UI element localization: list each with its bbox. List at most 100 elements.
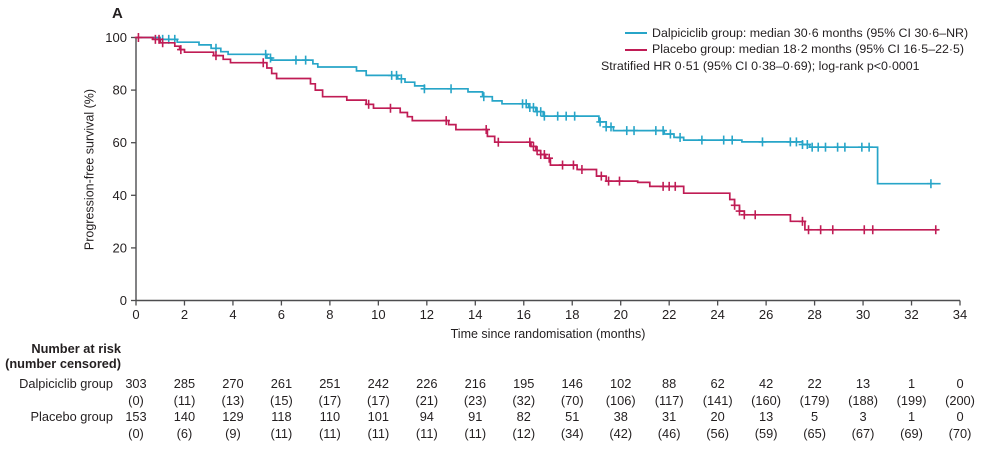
risk-censored-cell: (34) xyxy=(560,425,584,441)
risk-censored-cell: (179) xyxy=(799,392,830,408)
y-tick-label: 100 xyxy=(105,30,127,45)
risk-censored-cell: (59) xyxy=(754,425,778,441)
x-tick-label: 24 xyxy=(710,307,724,322)
legend: Dalpiciclib group: median 30·6 months (9… xyxy=(601,25,968,74)
stratified-hr-note: Stratified HR 0·51 (95% CI 0·38–0·69); l… xyxy=(601,58,920,73)
risk-count-cell: 91 xyxy=(468,409,483,424)
x-axis-title: Time since randomisation (months) xyxy=(450,327,646,341)
x-tick-label: 6 xyxy=(278,307,285,322)
legend-label-placebo: Placebo group: median 18·2 months (95% C… xyxy=(652,42,965,57)
risk-censored-cell: (15) xyxy=(270,392,293,408)
x-tick-label: 34 xyxy=(953,307,967,322)
censor-marks-placebo-group xyxy=(134,33,940,235)
risk-count-cell: 0 xyxy=(956,376,964,391)
risk-count-cell: 242 xyxy=(367,376,390,391)
risk-censored-cell: (200) xyxy=(945,392,975,408)
risk-censored-cell: (141) xyxy=(702,392,733,408)
survival-curve-dalpiciclib-group xyxy=(136,36,941,185)
x-tick-label: 26 xyxy=(759,307,773,322)
x-tick-label: 0 xyxy=(132,307,139,322)
x-tick-label: 8 xyxy=(326,307,333,322)
risk-row-label: Dalpiciclib group xyxy=(19,376,113,391)
risk-count-cell: 51 xyxy=(565,409,580,424)
panel-label: A xyxy=(112,5,123,22)
risk-count-cell: 216 xyxy=(464,376,486,391)
risk-censored-cell: (42) xyxy=(609,425,633,441)
risk-count-cell: 31 xyxy=(662,409,677,424)
risk-count-cell: 303 xyxy=(125,376,147,391)
risk-censored-cell: (11) xyxy=(173,392,196,408)
survival-curve-placebo-group xyxy=(136,36,939,231)
risk-censored-cell: (9) xyxy=(225,425,241,441)
risk-censored-cell: (56) xyxy=(706,425,730,441)
risk-count-cell: 261 xyxy=(270,376,293,391)
x-tick-label: 18 xyxy=(565,307,579,322)
risk-count-cell: 20 xyxy=(710,409,725,424)
x-tick-label: 16 xyxy=(517,307,531,322)
risk-count-cell: 140 xyxy=(173,409,196,424)
risk-count-cell: 88 xyxy=(662,376,677,391)
y-axis-title: Progression-free survival (%) xyxy=(82,88,97,251)
x-tick-label: 28 xyxy=(807,307,821,322)
risk-censored-cell: (70) xyxy=(948,425,972,441)
risk-count-cell: 251 xyxy=(319,376,341,391)
risk-censored-cell: (199) xyxy=(896,392,927,408)
risk-count-cell: 129 xyxy=(222,409,244,424)
risk-count-cell: 146 xyxy=(561,376,583,391)
risk-censored-cell: (32) xyxy=(512,392,536,408)
risk-censored-cell: (17) xyxy=(366,392,390,408)
risk-count-cell: 94 xyxy=(419,409,434,424)
risk-censored-cell: (0) xyxy=(128,392,144,408)
risk-censored-cell: (188) xyxy=(848,392,878,408)
legend-item-dalpiciclib: Dalpiciclib group: median 30·6 months (9… xyxy=(625,25,968,41)
risk-censored-cell: (12) xyxy=(512,425,536,441)
legend-item-placebo: Placebo group: median 18·2 months (95% C… xyxy=(625,41,968,57)
risk-count-cell: 110 xyxy=(319,409,341,424)
risk-count-cell: 101 xyxy=(367,409,390,424)
risk-censored-cell: (11) xyxy=(415,425,438,441)
y-tick-label: 80 xyxy=(113,83,127,98)
legend-label-dalpiciclib: Dalpiciclib group: median 30·6 months (9… xyxy=(652,26,969,40)
censor-marks-dalpiciclib-group xyxy=(158,34,935,189)
risk-censored-cell: (117) xyxy=(654,392,684,408)
risk-count-cell: 226 xyxy=(416,376,438,391)
risk-censored-cell: (160) xyxy=(751,392,782,408)
risk-censored-cell: (70) xyxy=(560,392,584,408)
x-tick-label: 4 xyxy=(229,307,236,322)
x-tick-label: 14 xyxy=(468,307,482,322)
y-tick-label: 40 xyxy=(113,188,127,203)
risk-count-cell: 38 xyxy=(613,409,628,424)
risk-censored-cell: (21) xyxy=(415,392,439,408)
y-tick-label: 60 xyxy=(113,135,127,150)
risk-count-cell: 285 xyxy=(173,376,196,391)
x-tick-label: 20 xyxy=(613,307,627,322)
risk-table-header-line2: (number censored) xyxy=(5,356,121,371)
dalpiciclib-line-swatch xyxy=(625,32,647,35)
risk-count-cell: 13 xyxy=(758,409,774,424)
risk-count-cell: 3 xyxy=(859,409,867,424)
risk-censored-cell: (11) xyxy=(367,425,390,441)
risk-censored-cell: (17) xyxy=(318,392,342,408)
risk-count-cell: 22 xyxy=(807,376,822,391)
risk-censored-cell: (6) xyxy=(176,425,193,441)
x-tick-label: 12 xyxy=(420,307,434,322)
risk-censored-cell: (11) xyxy=(318,425,341,441)
x-tick-label: 2 xyxy=(181,307,188,322)
risk-count-cell: 0 xyxy=(956,409,964,424)
risk-count-cell: 102 xyxy=(610,376,632,391)
risk-count-cell: 1 xyxy=(907,376,916,391)
risk-count-cell: 42 xyxy=(758,376,774,391)
risk-table-header-line1: Number at risk xyxy=(31,341,121,356)
risk-count-cell: 62 xyxy=(710,376,725,391)
risk-censored-cell: (46) xyxy=(657,425,681,441)
risk-count-cell: 153 xyxy=(125,409,147,424)
x-tick-label: 30 xyxy=(856,307,870,322)
risk-censored-cell: (13) xyxy=(221,392,245,408)
x-tick-label: 32 xyxy=(904,307,918,322)
y-tick-label: 0 xyxy=(120,293,127,308)
risk-table-header: Number at risk (number censored) xyxy=(0,341,121,371)
risk-censored-cell: (0) xyxy=(128,425,144,441)
risk-censored-cell: (23) xyxy=(463,392,487,408)
